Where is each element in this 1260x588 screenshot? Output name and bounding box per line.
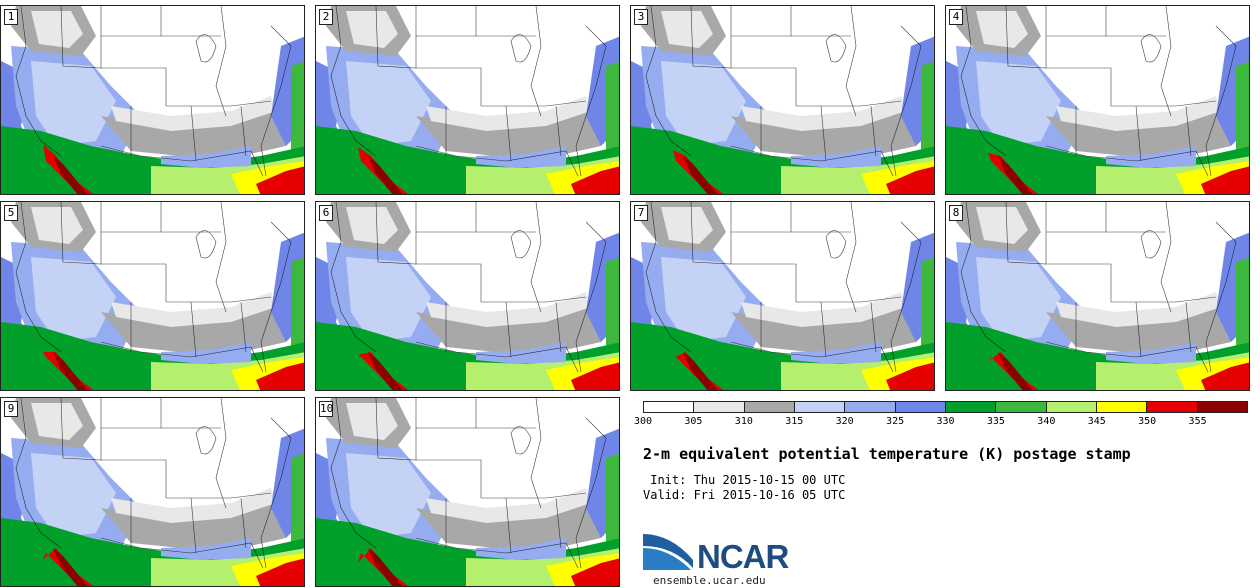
colorbar-tick-label: 335 [986, 416, 1005, 427]
map [316, 202, 619, 390]
colorbar-tick-label: 300 [633, 416, 653, 427]
colorbar-segment [1147, 402, 1198, 412]
map [1, 398, 304, 586]
member-number: 4 [949, 9, 963, 25]
member-number: 7 [634, 205, 648, 221]
colorbar-segment [1046, 402, 1097, 412]
map [631, 6, 934, 194]
ensemble-member-panel: 4 [945, 5, 1250, 195]
colorbar-tick-labels: 300 305 310 315 320 325 330 335 340 345 350 355 [634, 416, 1248, 430]
ensemble-member-panel: 9 [0, 397, 305, 587]
colorbar-tick-label: 320 [835, 416, 854, 427]
colorbar-tick-label: 355 [1188, 416, 1207, 427]
colorbar-tick-label: 340 [1037, 416, 1056, 427]
ensemble-member-panel: 1 [0, 5, 305, 195]
colorbar-tick-label: 345 [1087, 416, 1106, 427]
colorbar-segment [895, 402, 946, 412]
map [946, 202, 1249, 390]
map [316, 6, 619, 194]
colorbar-segment [694, 402, 745, 412]
colorbar-segment [744, 402, 795, 412]
map [1, 6, 304, 194]
ensemble-member-panel: 3 [630, 5, 935, 195]
ncar-wordmark: NCAR [697, 538, 789, 575]
member-number: 8 [949, 205, 963, 221]
colorbar-segment [845, 402, 896, 412]
colorbar-tick-label: 330 [936, 416, 955, 427]
valid-time: Valid: Fri 2015-10-16 05 UTC [643, 488, 846, 502]
colorbar-tick-label: 305 [684, 416, 703, 427]
ensemble-member-panel: 6 [315, 201, 620, 391]
colorbar [643, 401, 1248, 413]
plot-title: 2-m equivalent potential temperature (K)… [643, 445, 1131, 463]
map [946, 6, 1249, 194]
init-time: Init: Thu 2015-10-15 00 UTC [643, 473, 846, 487]
colorbar-tick-label: 325 [886, 416, 905, 427]
map [316, 398, 619, 586]
colorbar-segment [794, 402, 846, 412]
colorbar-tick-label: 350 [1138, 416, 1157, 427]
colorbar-tick-label: 310 [734, 416, 753, 427]
ensemble-member-panel: 2 [315, 5, 620, 195]
colorbar-segment [1096, 402, 1148, 412]
ncar-url: ensemble.ucar.edu [653, 574, 766, 587]
member-number: 9 [4, 401, 18, 417]
colorbar-segment [644, 402, 695, 412]
ncar-logo [643, 534, 693, 570]
ensemble-member-panel: 8 [945, 201, 1250, 391]
member-number: 2 [319, 9, 333, 25]
map [1, 202, 304, 390]
colorbar-segment [996, 402, 1047, 412]
colorbar-segment [945, 402, 997, 412]
ensemble-member-panel: 7 [630, 201, 935, 391]
colorbar-tick-label: 315 [785, 416, 804, 427]
map [631, 202, 934, 390]
colorbar-segment [1197, 402, 1247, 412]
member-number: 6 [319, 205, 333, 221]
ensemble-member-panel: 10 [315, 397, 620, 587]
member-number: 3 [634, 9, 648, 25]
member-number: 1 [4, 9, 18, 25]
member-number: 10 [319, 401, 334, 417]
ensemble-member-panel: 5 [0, 201, 305, 391]
member-number: 5 [4, 205, 18, 221]
